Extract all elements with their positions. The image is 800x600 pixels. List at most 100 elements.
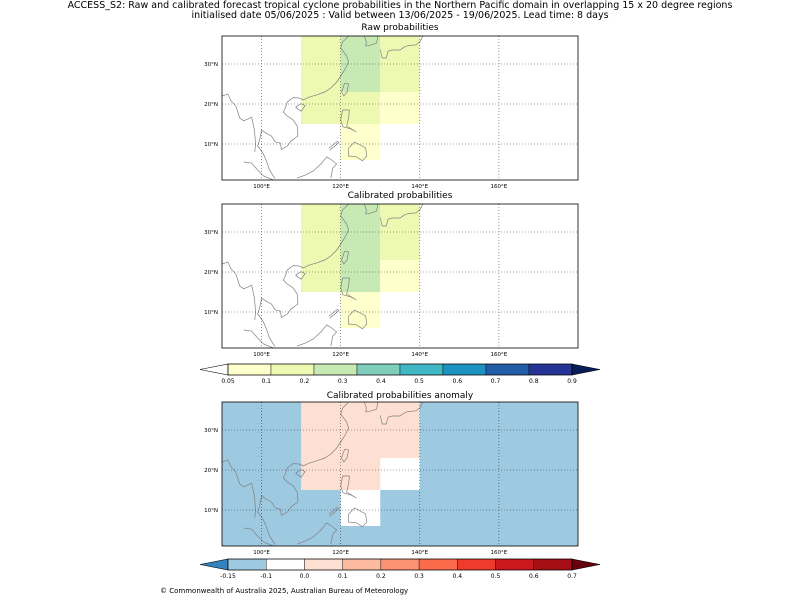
coastline [348,507,368,528]
colorbar-tick-label: 0.3 [338,378,348,385]
colorbar-tick-label: 0.5 [491,573,501,580]
coastline [340,475,357,499]
coastline [328,506,340,517]
x-tick-label: 160°E [491,550,508,556]
colorbar-tick-label: 0.3 [414,573,424,580]
y-tick-label: 10°N [204,310,218,316]
probability-cell [380,260,420,292]
x-tick-label: 100°E [253,352,270,358]
colorbar-probability: 0.05 0.1 0.2 0.3 0.4 0.5 0.6 0.7 0.8 0.9 [199,363,601,385]
probability-cell [380,92,420,124]
colorbar-tick-label: 0.7 [491,378,501,385]
coastline [348,141,368,162]
panel-title-calibrated: Calibrated probabilities [347,191,453,201]
colorbar-tick-label: 0.2 [300,378,310,385]
coastline [341,250,350,265]
coastline [243,161,274,180]
colorbar-segment [356,363,401,376]
colorbar-tick-label: 0.5 [414,378,424,385]
coastline [297,522,338,545]
probability-cell [340,204,381,292]
probability-cell [340,402,381,490]
colorbar-tick-label: 0.6 [453,378,463,385]
colorbar-segment [266,558,305,571]
y-tick-label: 10°N [204,142,218,148]
x-tick-label: 100°E [253,550,270,556]
coastline [295,271,306,280]
coastline [243,329,274,348]
coastline [340,109,357,133]
colorbar-tick-label: 0.2 [376,573,386,580]
colorbar-segment [533,558,573,571]
y-tick-label: 30°N [204,428,218,434]
x-tick-label: 100°E [253,184,270,190]
colorbar-tick-label: -0.15 [220,573,236,580]
colorbar-tick-label: 0.1 [261,378,271,385]
coastline [222,93,256,153]
x-tick-label: 140°E [411,184,428,190]
colorbar-tick-label: 0.7 [567,573,577,580]
colorbar-segment [380,558,420,571]
coastline [379,204,424,227]
colorbar-segment [399,363,444,376]
y-tick-label: 20°N [204,468,218,474]
coastline [364,402,379,413]
colorbar-extend-low [199,558,229,571]
coastline [341,82,350,97]
coastline [328,308,340,319]
y-tick-label: 30°N [204,230,218,236]
colorbar-tick-label: 0.6 [529,573,539,580]
colorbar-segment [485,363,530,376]
map-panel-anomaly: 100°E 120°E 140°E 160°E 10°N 20°N 30°N [204,401,579,556]
colorbar-extend-low [199,363,229,376]
probability-cell [340,292,381,328]
x-tick-label: 160°E [491,352,508,358]
colorbar-segment [528,363,573,376]
colorbar-extend-high [571,363,601,376]
coastline [222,459,256,519]
colorbar-tick-label: 0.8 [529,378,539,385]
probability-cell [340,124,381,160]
colorbar-segment [418,558,458,571]
coastline [379,402,424,425]
colorbar-tick-label: 0.9 [567,378,577,385]
colorbar-anomaly: -0.15 -0.1 0.0 0.1 0.2 0.3 0.4 0.5 0.6 0.7 [199,558,601,580]
colorbar-segment [313,363,358,376]
colorbar-segment [457,558,496,571]
colorbar-frame [227,558,573,571]
colorbar-tick-label: 0.0 [300,573,310,580]
colorbar-tick-label: 0.05 [221,378,235,385]
coastline [243,527,274,546]
coastline [348,309,368,330]
colorbar-tick-label: 0.1 [338,573,348,580]
colorbar-extend-high [571,558,601,571]
coastline [222,261,256,321]
coastline [341,448,350,463]
panel-title-anomaly: Calibrated probabilities anomaly [326,391,474,401]
colorbar-tick-label: -0.1 [260,573,272,580]
colorbar-segment [495,558,534,571]
colorbar-segment [227,363,272,376]
figure-title-line1: ACCESS_S2: Raw and calibrated forecast t… [67,0,733,11]
coastline [364,204,379,215]
copyright-text: © Commonwealth of Australia 2025, Austra… [160,587,409,595]
coastline [295,469,306,478]
coastline [297,156,338,179]
y-tick-label: 10°N [204,508,218,514]
figure-title-line2: initialised date 05/06/2025 : Valid betw… [191,10,609,21]
probability-cell [340,92,381,124]
map-panel-raw: 100°E 120°E 140°E 160°E 10°N 20°N 30°N [204,35,579,190]
x-tick-label: 160°E [491,184,508,190]
colorbar-segment [442,363,487,376]
panel-title-raw: Raw probabilities [361,23,439,33]
x-tick-label: 120°E [332,352,349,358]
colorbar-tick-label: 0.4 [453,573,463,580]
map-frame [221,35,579,181]
colorbar-frame [227,363,573,376]
x-tick-label: 140°E [411,550,428,556]
colorbar-segment [304,558,343,571]
colorbar-segment [342,558,382,571]
coastline [340,277,357,301]
colorbar-segment [227,558,267,571]
